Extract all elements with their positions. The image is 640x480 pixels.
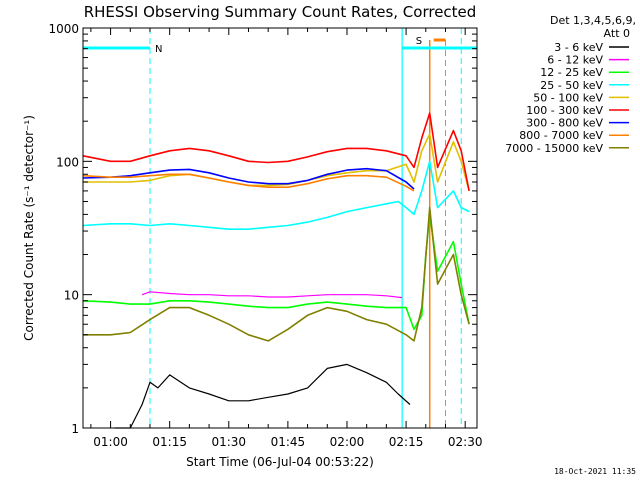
footer-timestamp: 18-Oct-2021 11:35	[554, 467, 636, 476]
legend-label-3-6-kev-kev: 3 - 6 keV	[554, 41, 603, 54]
x-axis-label: Start Time (06-Jul-04 00:53:22)	[186, 455, 374, 469]
y-tick-label: 1	[71, 422, 79, 436]
series-line-300-800-kev-kev	[82, 167, 415, 190]
series-line-25-50-kev-kev	[82, 160, 470, 230]
legend-label-25-50-kev-kev: 25 - 50 keV	[540, 79, 603, 92]
n-marker-label: N	[155, 44, 162, 55]
legend-label-100-300-kev-kev: 100 - 300 keV	[526, 104, 603, 117]
x-tick-label: 01:00	[93, 435, 128, 449]
legend-label-7000-15000-kev-kev: 7000 - 15000 keV	[505, 142, 603, 155]
series-line-7000-15000-kev-kev	[83, 206, 470, 342]
series-line-3-6-kev-kev	[114, 363, 411, 429]
y-tick-label: 100	[56, 155, 79, 169]
y-tick-label: 10	[64, 289, 79, 303]
x-tick-label: 01:15	[152, 435, 187, 449]
plot-area: NS	[82, 28, 477, 429]
x-tick-label: 01:30	[211, 435, 246, 449]
legend-label-800-7000-kev-kev: 800 - 7000 keV	[519, 129, 603, 142]
axes: 01:00 01:15 01:30 01:45 02:00 02:15 02:30 1 10 10…	[48, 22, 482, 449]
series-line-800-7000-kev-kev	[82, 173, 415, 192]
series-line-12-25-kev-kev	[82, 213, 470, 331]
x-tick-label: 02:00	[330, 435, 365, 449]
x-tick-label: 01:45	[271, 435, 306, 449]
series-line-100-300-kev-kev	[82, 112, 470, 192]
plot-frame	[82, 27, 478, 429]
x-tick-label: 02:15	[389, 435, 424, 449]
legend-header-line-1: Det 1,3,4,5,6,9,	[550, 14, 636, 27]
legend-label-300-800-kev-kev: 300 - 800 keV	[526, 117, 603, 130]
legend-label-6-12-kev-kev: 6 - 12 keV	[547, 54, 603, 67]
legend-label-12-25-kev-kev: 12 - 25 keV	[540, 66, 603, 79]
legend-header-line-2: Att 0	[604, 27, 630, 40]
y-axis-label: Corrected Count Rate (s⁻¹ detector⁻¹)	[22, 115, 36, 341]
x-tick-label: 02:30	[448, 435, 483, 449]
series-line-6-12-kev-kev	[141, 291, 403, 299]
y-tick-label: 1000	[48, 22, 79, 36]
chart-title: RHESSI Observing Summary Count Rates, Co…	[84, 3, 477, 21]
legend-label-50-100-kev-kev: 50 - 100 keV	[533, 91, 603, 104]
s-marker-label: S	[416, 36, 422, 47]
